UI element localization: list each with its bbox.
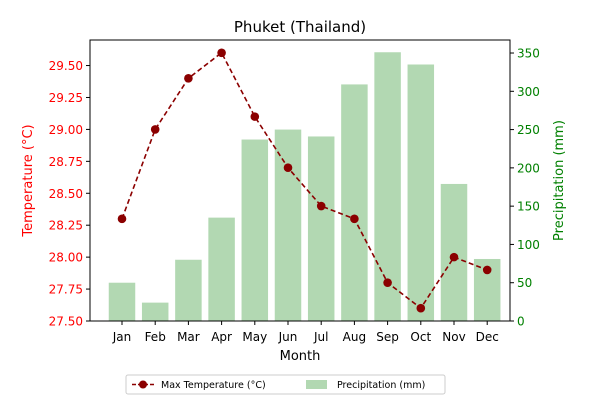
x-tick-label: Apr [211,330,232,344]
right-tick-label: 300 [517,85,540,99]
temperature-point [350,214,359,224]
right-y-axis: 0 50 100 150 200 250 300 350 [510,47,540,329]
precipitation-bar [341,84,368,321]
precipitation-bar [208,217,235,321]
temperature-point [150,125,160,134]
temperature-line-path [121,51,488,310]
temperature-point [449,252,459,262]
right-tick-label: 350 [517,47,540,61]
left-tick-label: 29.50 [49,59,83,73]
temperature-line [117,48,492,313]
precipitation-bar [241,139,269,321]
temperature-point [184,74,193,83]
right-tick-label: 200 [517,161,540,175]
legend-marker-swatch [139,380,147,389]
x-tick-label: Dec [476,330,499,344]
left-tick-label: 27.75 [49,283,83,297]
plot-frame [89,39,511,322]
x-axis-label: Month [280,349,321,364]
precipitation-bar [440,183,468,321]
left-tick-label: 29.25 [49,91,83,105]
right-tick-label: 250 [517,123,540,137]
left-tick-label: 28.25 [49,219,83,233]
x-axis: Jan Feb Mar Apr May Jun Jul Aug Sep Oct Nov Dec [112,321,499,344]
temperature-point [117,214,127,224]
x-tick-label: Jun [278,330,298,344]
right-tick-label: 0 [517,315,525,329]
x-tick-label: Aug [343,330,366,344]
x-tick-label: Jan [112,330,132,344]
right-y-axis-label: Precipitation (mm) [552,120,567,241]
temperature-point [316,201,326,211]
temperature-point [283,163,293,173]
precipitation-bar [274,129,302,321]
legend-label-precipitation: Precipitation (mm) [337,380,425,391]
precipitation-bar [141,302,169,321]
precipitation-bar [374,52,401,322]
left-tick-label: 28.75 [49,155,83,169]
temperature-point [416,303,426,313]
precipitation-bar [175,259,202,321]
x-tick-label: Sep [376,330,399,344]
precipitation-bars [108,52,501,322]
temperature-point [482,265,492,275]
temperature-point [383,278,392,287]
temperature-point [217,48,226,58]
legend-label-temperature: Max Temperature (°C) [161,380,266,391]
left-tick-label: 27.50 [49,315,83,329]
x-tick-label: May [242,330,267,344]
right-tick-label: 100 [517,238,540,252]
precipitation-bar [307,136,335,321]
precipitation-bar [407,64,435,321]
x-tick-label: Feb [145,330,166,344]
x-tick-label: Jul [313,330,328,344]
legend-bar-swatch [306,380,327,389]
left-tick-label: 29.00 [49,123,83,137]
legend: Max Temperature (°C) Precipitation (mm) [125,374,446,395]
x-tick-label: Oct [410,330,431,344]
left-tick-label: 28.50 [49,187,83,201]
chart-title: Phuket (Thailand) [234,18,366,36]
left-y-axis: 27.50 27.75 28.00 28.25 28.50 28.75 29.00 29.25… [49,59,90,329]
left-y-axis-label: Temperature (°C) [21,124,36,237]
precipitation-bar [108,282,136,321]
temperature-point [250,112,260,121]
right-tick-label: 50 [517,276,532,290]
legend-box [125,374,446,395]
right-tick-label: 150 [517,200,540,214]
x-tick-label: Nov [442,330,465,344]
left-tick-label: 28.00 [49,251,83,265]
x-tick-label: Mar [177,330,200,344]
